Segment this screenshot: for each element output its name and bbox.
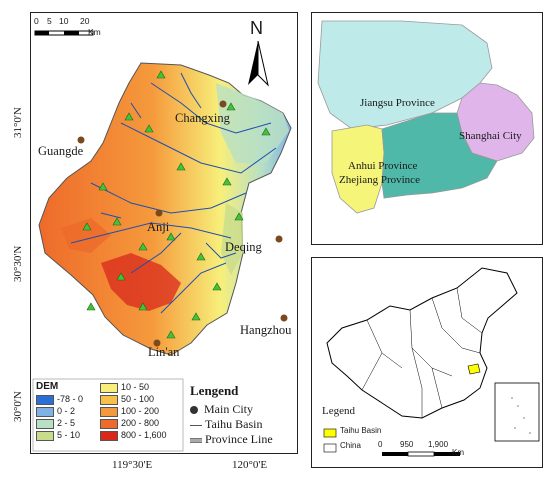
main-map-panel [30, 12, 298, 454]
dem-swatch [100, 394, 118, 405]
river-network [70, 72, 277, 314]
province-label-zhejiang: Zhejiang Province [339, 174, 420, 186]
study-area-dem-map [32, 30, 292, 452]
province-anhui [331, 124, 385, 214]
dem-swatch [100, 430, 118, 441]
scale-tick: 20 [80, 16, 90, 26]
dem-swatch [36, 394, 54, 405]
city-label-hangzhou: Hangzhou [240, 323, 292, 337]
region-map-panel [311, 12, 543, 245]
legend-item-taihu-basin: Taihu Basin [190, 417, 263, 432]
scale-bar [34, 30, 94, 36]
china-scale-tick: 950 [400, 440, 414, 449]
scale-label: 10 [59, 16, 68, 26]
city-dot-icon [190, 406, 198, 415]
china-legend-taihu-label: Taihu Basin [340, 426, 382, 435]
scale-label: 5 [47, 16, 52, 26]
scale-unit: Km [88, 27, 101, 37]
province-label-anhui: Anhui Province [348, 160, 418, 172]
china-scale-tick: 0 [378, 440, 383, 449]
south-china-sea-inset [494, 382, 540, 442]
china-scale-bar [382, 451, 460, 457]
dem-class-row: 800 - 1,600 [100, 430, 167, 441]
scale-tick: 10 [59, 16, 69, 26]
taihu-basin-highlight [467, 363, 481, 375]
mountain-zone [101, 253, 181, 311]
dem-class-row: 2 - 5 [36, 418, 75, 429]
plain-zone [221, 203, 243, 275]
scale-tick: 0 [34, 16, 39, 26]
scale-tick: 5 [47, 16, 52, 26]
province-line-icon [190, 437, 202, 443]
dem-class-label: -78 - 0 [57, 394, 84, 404]
city-label-anji: Anji [147, 220, 170, 234]
dem-legend-title: DEM [36, 381, 59, 392]
mountain-zone [61, 218, 111, 253]
city-label-guangde: Guangde [38, 144, 84, 158]
legend-swatch-china [323, 443, 337, 453]
north-arrow-icon [248, 40, 269, 87]
dem-class-label: 100 - 200 [121, 406, 160, 416]
dem-class-row: 200 - 800 [100, 418, 159, 429]
plain-zone [216, 83, 289, 163]
dem-class-label: 50 - 100 [121, 394, 155, 404]
dem-class-label: 2 - 5 [57, 418, 76, 428]
dem-class-row: -78 - 0 [36, 394, 83, 405]
dem-class-row: 50 - 100 [100, 394, 154, 405]
china-scale-unit: Km [452, 448, 464, 457]
province-label-shanghai: Shanghai City [459, 130, 522, 142]
city-markers [77, 100, 288, 347]
scale-label: 0 [34, 16, 39, 26]
province-map [317, 20, 535, 214]
dem-class-row: 0 - 2 [36, 406, 75, 417]
dem-swatch [36, 418, 54, 429]
dem-swatch [36, 406, 54, 417]
city-label-deqing: Deqing [225, 240, 262, 254]
dem-swatch [100, 406, 118, 417]
legend-label: Main City [204, 402, 254, 416]
scale-label: 20 [80, 16, 89, 26]
main-legend-title: Lengend [190, 383, 239, 398]
dem-class-label: 200 - 800 [121, 418, 160, 428]
dem-class-label: 10 - 50 [121, 382, 150, 392]
dem-class-row: 5 - 10 [36, 430, 80, 441]
lon-label: 119°30'E [112, 459, 153, 471]
province-label-jiangsu: Jiangsu Province [360, 97, 435, 109]
dem-class-label: 5 - 10 [57, 430, 81, 440]
legend-swatch-taihu [323, 428, 337, 438]
lat-label: 30°0'N [12, 391, 24, 422]
dem-class-row: 100 - 200 [100, 406, 159, 417]
dem-class-label: 0 - 2 [57, 406, 76, 416]
dem-swatch [100, 382, 118, 393]
legend-label: Taihu Basin [205, 417, 263, 431]
legend-item-province-line: Province Line [190, 432, 273, 447]
province-zhejiang [381, 112, 498, 199]
dem-swatch [100, 418, 118, 429]
dem-class-label: 800 - 1,600 [121, 430, 167, 440]
china-outline-map [323, 267, 540, 457]
city-label-changxing: Changxing [175, 111, 230, 125]
basin-line-icon [190, 424, 202, 426]
china-legend-title: Legend [322, 405, 355, 417]
lat-label: 31°0'N [12, 107, 24, 138]
china-legend-china-label: China [340, 441, 361, 450]
dem-class-row: 10 - 50 [100, 382, 149, 393]
lon-label: 120°0'E [232, 459, 268, 471]
legend-label: Province Line [205, 432, 273, 446]
dem-swatch [36, 430, 54, 441]
station-markers [82, 70, 271, 339]
legend-item-main-city: Main City [190, 402, 253, 417]
north-label: N [250, 18, 263, 38]
city-label-linan: Lin'an [148, 345, 180, 359]
china-scale-tick: 1,900 [428, 440, 449, 449]
lat-label: 30°30'N [12, 245, 24, 282]
china-map-panel [311, 257, 543, 468]
